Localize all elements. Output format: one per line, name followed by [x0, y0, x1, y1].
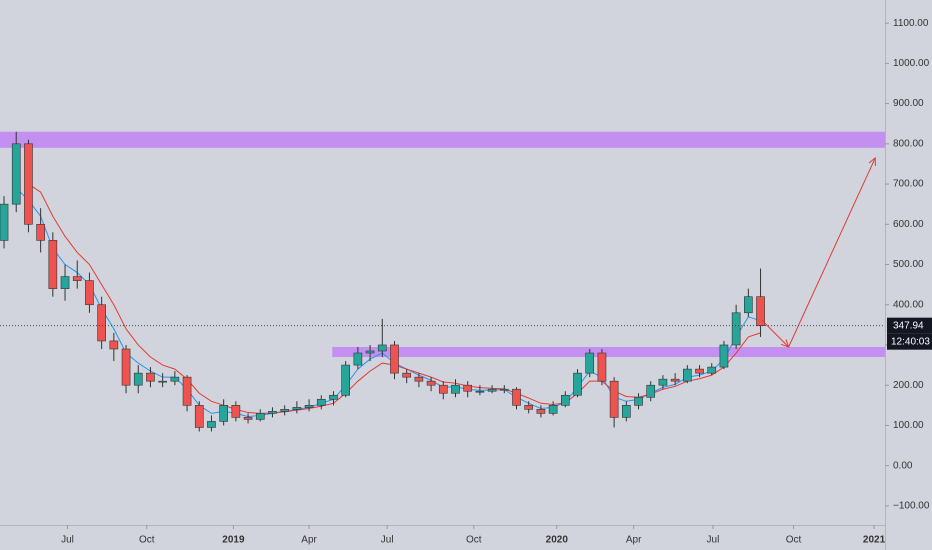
y-tick-label: 400.00 [893, 299, 924, 310]
candle-body [414, 376, 424, 382]
x-tick-label: 2021 [863, 535, 886, 546]
candle-body [182, 376, 192, 406]
arrow-head [780, 339, 790, 348]
candle-body [194, 405, 204, 428]
candle-body [36, 223, 45, 241]
candle-body [268, 411, 277, 414]
candle-body [72, 276, 82, 281]
candle-body [11, 143, 21, 205]
last-price-label: 347.94 [893, 320, 924, 331]
candle-body [24, 143, 33, 225]
x-tick-label: Oct [466, 535, 482, 546]
y-tick-label: 100.00 [893, 420, 924, 431]
candle-body [48, 240, 58, 289]
y-tick-label: 700.00 [893, 179, 924, 190]
y-tick-label: 200.00 [893, 380, 924, 391]
candle-body [744, 296, 753, 314]
zone [0, 131, 885, 148]
countdown-box [887, 333, 932, 350]
x-tick-label: Jul [707, 535, 720, 546]
candle-body [524, 405, 534, 410]
candle-body [255, 413, 265, 420]
candle-body [85, 280, 94, 306]
x-tick-label: 2020 [546, 535, 569, 546]
x-tick-label: Jul [61, 535, 74, 546]
candle-body [146, 372, 155, 382]
candle-body [585, 352, 595, 374]
candle-body [646, 384, 656, 398]
y-tick-label: 800.00 [893, 138, 924, 149]
candle-body [731, 312, 741, 346]
candle-body [695, 368, 704, 374]
y-tick-label: 600.00 [893, 219, 924, 230]
x-tick-label: Apr [626, 535, 642, 546]
y-tick-label: 500.00 [893, 259, 924, 270]
y-tick-label: 900.00 [893, 98, 924, 109]
candle-body [438, 384, 448, 394]
candle-body [683, 368, 692, 382]
x-tick-label: Apr [301, 535, 317, 546]
candle-body [463, 384, 473, 392]
candle-body [365, 350, 375, 354]
candle-body [719, 344, 729, 368]
candle-body [341, 364, 351, 396]
candle-body [316, 398, 326, 406]
arrow-head [868, 156, 876, 166]
candle-body [621, 405, 631, 418]
candle-body [60, 276, 70, 289]
candle-body [756, 296, 765, 326]
x-tick-label: 2019 [222, 535, 245, 546]
candle-body [707, 366, 717, 374]
zone [332, 346, 885, 358]
candle-body [658, 378, 668, 386]
candle-body [548, 405, 558, 414]
candle-body [243, 417, 253, 420]
candle-body [304, 405, 314, 408]
candle-body [634, 396, 643, 406]
candle-body [536, 409, 546, 414]
candle-body [329, 394, 338, 400]
candle-body [670, 378, 680, 382]
candle-body [426, 380, 436, 386]
candle-body [451, 384, 460, 394]
x-tick-label: Oct [139, 535, 155, 546]
candle-body [499, 388, 509, 391]
candle-body [207, 421, 216, 428]
countdown-label: 12:40:03 [891, 336, 930, 347]
y-tick-label: 1100.00 [893, 18, 929, 29]
candle-body [133, 372, 143, 386]
candle-body [475, 390, 485, 393]
candle-body [219, 405, 228, 422]
y-tick-label: 1000.00 [893, 58, 930, 69]
last-price-box [887, 317, 932, 334]
candle-body [487, 388, 497, 392]
candle-body [597, 352, 607, 382]
x-tick-label: Jul [381, 535, 394, 546]
candle-body [0, 203, 9, 241]
candle-body [402, 372, 412, 378]
y-tick-label: −100.00 [893, 501, 930, 512]
candle-body [560, 394, 570, 406]
candle-body [231, 405, 241, 418]
candle-body [121, 348, 131, 386]
candle-body [390, 344, 399, 374]
candle-body [292, 407, 302, 410]
candle-body [377, 344, 387, 352]
candle-body [573, 372, 582, 396]
candle-body [280, 409, 289, 412]
candle-body [97, 304, 106, 342]
candle-body [353, 352, 363, 366]
candle-body [512, 388, 521, 406]
candle-body [109, 340, 119, 350]
candle-body [609, 380, 619, 418]
x-tick-label: Oct [786, 535, 802, 546]
y-tick-label: 0.00 [893, 460, 913, 471]
candle-body [158, 380, 167, 383]
candle-body [170, 376, 180, 382]
